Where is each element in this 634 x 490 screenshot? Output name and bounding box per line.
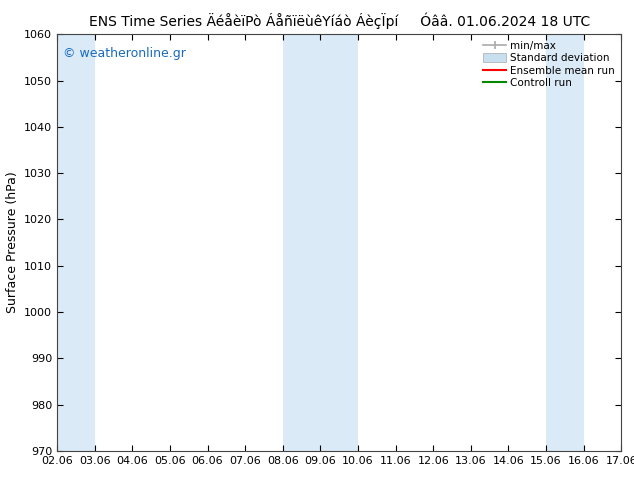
Bar <box>546 34 584 451</box>
Legend: min/max, Standard deviation, Ensemble mean run, Controll run: min/max, Standard deviation, Ensemble me… <box>480 37 618 92</box>
Bar <box>283 34 358 451</box>
Title: ENS Time Series ÄéåèïPò ÁåñïëùêYíáò ÁèçÏpí     Óââ. 01.06.2024 18 UTC: ENS Time Series ÄéåèïPò ÁåñïëùêYíáò ÁèçÏ… <box>89 12 590 29</box>
Bar <box>57 34 94 451</box>
Y-axis label: Surface Pressure (hPa): Surface Pressure (hPa) <box>6 172 18 314</box>
Text: © weatheronline.gr: © weatheronline.gr <box>63 47 186 60</box>
